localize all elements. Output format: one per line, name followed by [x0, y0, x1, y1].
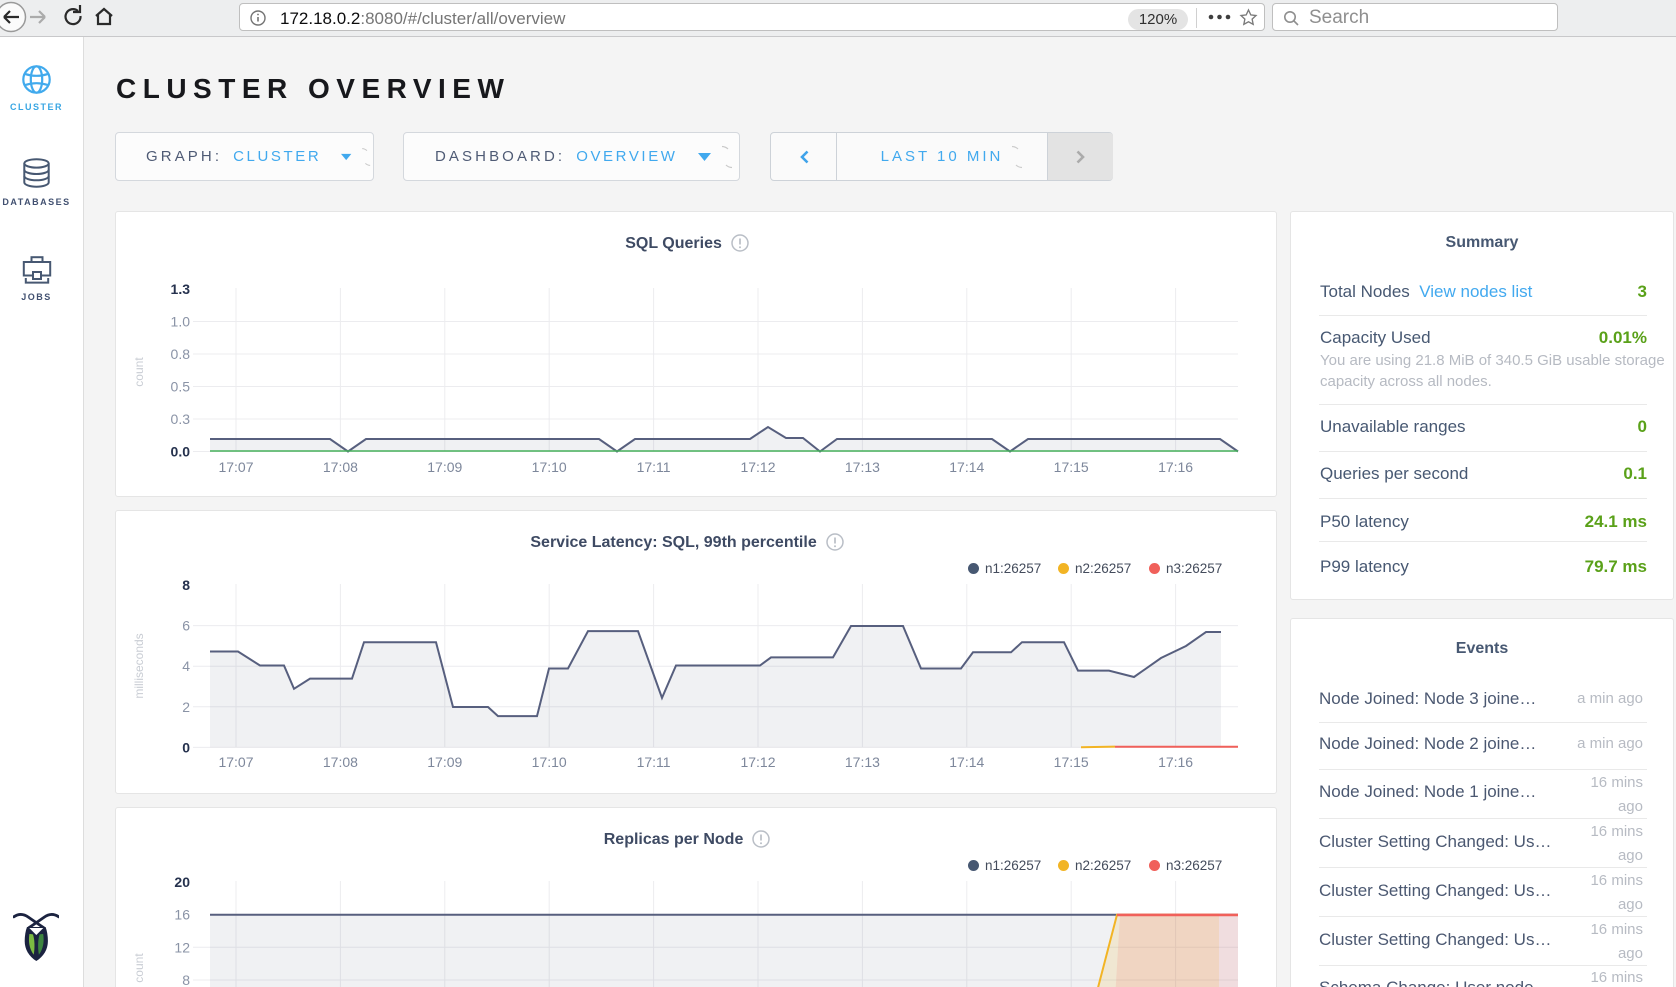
svg-text:17:14: 17:14 [949, 459, 984, 475]
svg-text:17:08: 17:08 [323, 459, 358, 475]
svg-text:17:15: 17:15 [1054, 754, 1089, 770]
svg-text:0.0: 0.0 [171, 444, 191, 460]
svg-text:17:07: 17:07 [218, 754, 253, 770]
svg-text:4: 4 [182, 658, 190, 674]
svg-text:17:12: 17:12 [740, 754, 775, 770]
svg-text:20: 20 [174, 874, 190, 890]
svg-text:17:15: 17:15 [1054, 459, 1089, 475]
svg-text:8: 8 [182, 577, 190, 593]
svg-text:2: 2 [182, 699, 190, 715]
svg-text:milliseconds: milliseconds [132, 633, 146, 698]
svg-text:0.5: 0.5 [171, 379, 191, 395]
svg-text:17:11: 17:11 [637, 459, 671, 475]
svg-text:17:16: 17:16 [1158, 459, 1193, 475]
svg-text:0.8: 0.8 [171, 346, 191, 362]
svg-text:count: count [132, 357, 146, 387]
svg-text:0: 0 [182, 739, 190, 755]
svg-text:17:16: 17:16 [1158, 754, 1193, 770]
svg-text:17:09: 17:09 [427, 754, 462, 770]
svg-text:17:07: 17:07 [218, 459, 253, 475]
svg-text:0.3: 0.3 [171, 411, 191, 427]
svg-text:count: count [132, 953, 146, 983]
svg-text:17:13: 17:13 [845, 459, 880, 475]
svg-text:17:13: 17:13 [845, 754, 880, 770]
svg-text:17:14: 17:14 [949, 754, 984, 770]
svg-text:6: 6 [182, 618, 190, 634]
svg-text:16: 16 [174, 907, 190, 923]
svg-text:1.3: 1.3 [171, 281, 191, 297]
svg-text:12: 12 [174, 939, 190, 955]
svg-text:1.0: 1.0 [171, 314, 191, 330]
svg-text:17:11: 17:11 [637, 754, 671, 770]
svg-text:8: 8 [182, 972, 190, 987]
svg-text:17:09: 17:09 [427, 459, 462, 475]
svg-text:17:10: 17:10 [532, 754, 567, 770]
svg-text:17:10: 17:10 [532, 459, 567, 475]
svg-text:17:08: 17:08 [323, 754, 358, 770]
svg-text:17:12: 17:12 [740, 459, 775, 475]
